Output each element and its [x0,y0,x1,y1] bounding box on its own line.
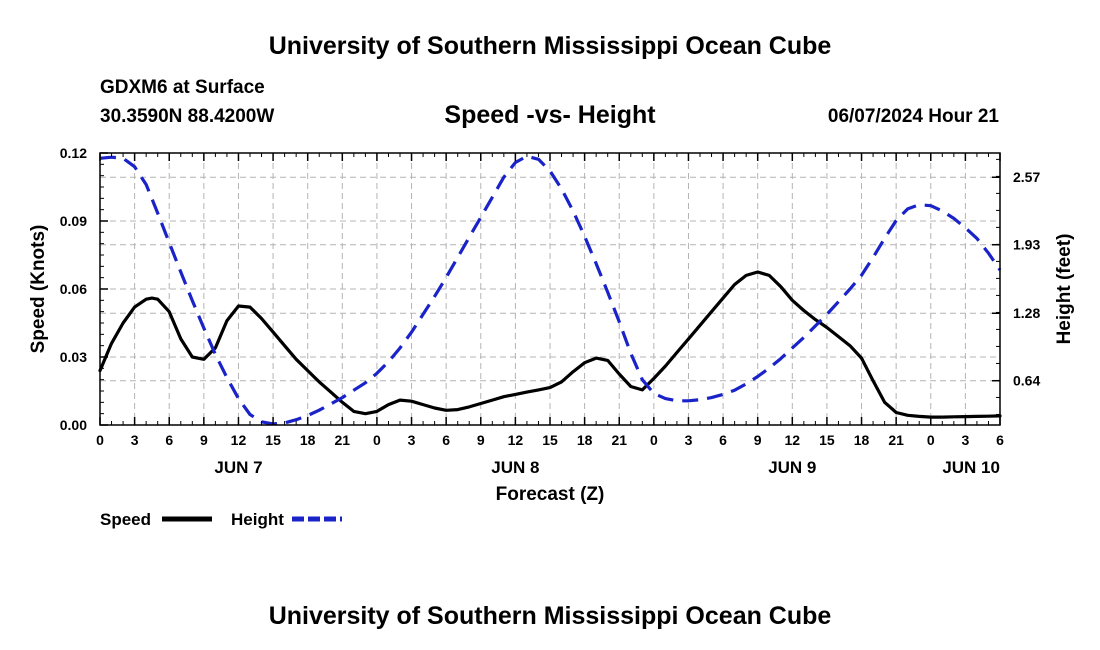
y2-tick-label: 2.57 [1013,169,1040,185]
x-tick-label: 0 [650,432,658,448]
x-tick-label: 9 [754,432,762,448]
x-tick-label: 15 [542,432,558,448]
x-tick-label: 3 [685,432,693,448]
station-coordinates: 30.3590N 88.4200W [100,106,275,127]
series-line-speed [98,270,1002,419]
x-day-label: JUN 9 [768,458,816,477]
x-tick-label: 12 [785,432,801,448]
x-tick-label: 3 [131,432,139,448]
x-tick-label: 0 [96,432,104,448]
x-tick-label: 6 [719,432,727,448]
y-tick-label: 0.03 [60,349,87,365]
x-tick-label: 15 [265,432,281,448]
grid [100,153,1000,425]
x-day-label: JUN 8 [491,458,539,477]
x-tick-label: 12 [508,432,524,448]
x-tick-label: 6 [996,432,1004,448]
x-tick-label: 0 [373,432,381,448]
x-tick-label: 9 [477,432,485,448]
y-tick-label: 0.00 [60,417,87,433]
x-tick-label: 9 [200,432,208,448]
y-tick-label: 0.12 [60,145,87,161]
x-day-label: JUN 7 [214,458,262,477]
x-axis-title: Forecast (Z) [496,484,605,505]
y-tick-label: 0.09 [60,213,87,229]
x-tick-label: 3 [408,432,416,448]
x-tick-label: 6 [165,432,173,448]
legend-label-height: Height [231,510,284,529]
x-tick-label: 21 [611,432,627,448]
y-tick-label: 0.06 [60,281,87,297]
y-axis-title: Speed (Knots) [28,225,49,354]
x-tick-label: 21 [335,432,351,448]
x-tick-label: 15 [819,432,835,448]
series-line-height [99,154,1002,426]
axes: 0 3 6 9 12 15 18 21 0 3 6 9 12 15 18 21 0 3 6 9 12 15 18 21 0 3 6 J… [28,145,1075,505]
x-tick-label: 6 [442,432,450,448]
chart-title: Speed -vs- Height [444,101,656,129]
x-day-label: JUN 10 [942,458,1000,477]
y2-axis-title: Height (feet) [1054,234,1075,345]
x-tick-label: 18 [300,432,316,448]
y2-tick-label: 1.28 [1013,305,1040,321]
x-tick-label: 0 [927,432,935,448]
x-tick-label: 3 [961,432,969,448]
x-tick-label: 18 [577,432,593,448]
y2-tick-label: 0.64 [1013,373,1040,389]
page-title-bottom: University of Southern Mississippi Ocean… [268,602,832,630]
page-title-top: University of Southern Mississippi Ocean… [268,32,832,60]
forecast-datetime: 06/07/2024 Hour 21 [827,106,999,127]
y2-tick-label: 1.93 [1013,237,1040,253]
x-tick-label: 12 [231,432,247,448]
x-tick-label: 18 [854,432,870,448]
legend: Speed Height [100,510,342,529]
x-tick-label: 21 [888,432,904,448]
series-layer [98,154,1002,426]
station-label: GDXM6 at Surface [100,77,265,98]
legend-label-speed: Speed [100,510,151,529]
